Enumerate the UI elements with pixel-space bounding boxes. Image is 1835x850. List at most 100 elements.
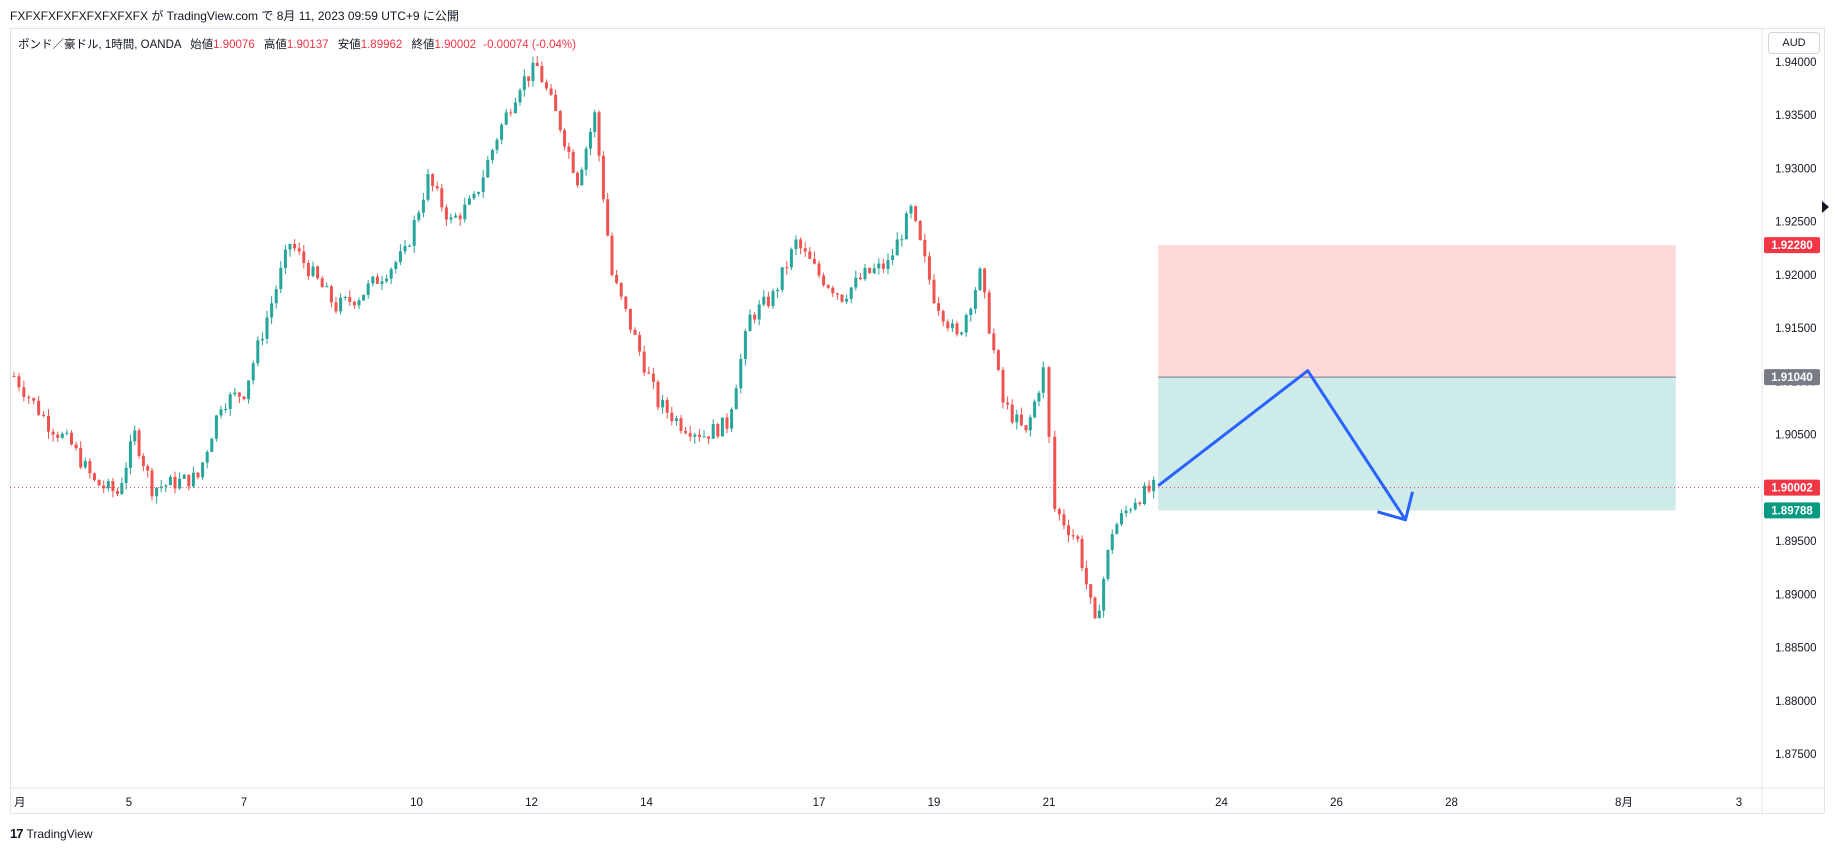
- candle-body: [1102, 578, 1106, 611]
- candle-body: [481, 177, 485, 192]
- y-tick-label: 1.92500: [1775, 217, 1817, 229]
- candle-body: [900, 239, 904, 241]
- candle-body: [51, 431, 55, 435]
- candle-body: [352, 301, 356, 306]
- candle-body: [1106, 550, 1110, 579]
- stop-loss-zone: [1158, 245, 1676, 378]
- candle-body: [1115, 524, 1119, 535]
- candle-body: [334, 302, 338, 312]
- x-tick-label: 3: [1736, 797, 1742, 809]
- candle-body: [904, 213, 908, 240]
- candle-body: [563, 130, 567, 147]
- candle-body: [877, 263, 881, 269]
- candle-body: [421, 199, 425, 213]
- candle-body: [65, 432, 69, 434]
- candle-body: [187, 474, 191, 487]
- candle-body: [730, 409, 734, 429]
- candle-body: [111, 481, 115, 492]
- candle-body: [946, 321, 950, 329]
- candle-body: [633, 329, 637, 335]
- candle-body: [366, 283, 370, 295]
- candle-body: [983, 268, 987, 293]
- last-price-tag: 1.90002: [1771, 483, 1813, 495]
- candle-body: [789, 249, 793, 268]
- candle-body: [762, 296, 766, 305]
- x-tick-label: 24: [1215, 797, 1228, 809]
- candle-body: [638, 334, 642, 352]
- candle-body: [651, 373, 655, 382]
- candle-body: [674, 418, 678, 422]
- candle-body: [665, 400, 669, 413]
- x-tick-label: 17: [813, 797, 826, 809]
- tradingview-logo-icon: 17: [10, 826, 24, 841]
- candle-body: [173, 476, 177, 489]
- candle-body: [571, 151, 575, 173]
- currency-button[interactable]: AUD: [1768, 32, 1820, 54]
- candle-body: [389, 269, 393, 279]
- candle-body: [88, 461, 92, 474]
- candle-body: [647, 372, 651, 374]
- candle-body: [1019, 414, 1023, 426]
- candle-body: [518, 90, 522, 103]
- candle-body: [283, 249, 287, 268]
- candle-body: [720, 417, 724, 437]
- candle-body: [950, 323, 954, 329]
- candle-body: [845, 298, 849, 302]
- candle-body: [385, 278, 389, 282]
- y-tick-label: 1.92000: [1775, 270, 1817, 282]
- candle-body: [325, 286, 329, 288]
- x-tick-label: 月: [14, 797, 26, 809]
- candle-body: [79, 448, 83, 468]
- candle-body: [256, 340, 260, 364]
- candle-body: [164, 485, 168, 487]
- chart-frame: [10, 28, 1825, 814]
- candle-body: [219, 409, 223, 416]
- candle-body: [42, 414, 46, 417]
- candle-body: [918, 220, 922, 240]
- candle-body: [927, 256, 931, 280]
- candle-body: [60, 433, 64, 438]
- candle-body: [274, 289, 278, 304]
- x-tick-label: 7: [241, 797, 247, 809]
- x-tick-label: 10: [410, 797, 423, 809]
- candle-body: [500, 124, 504, 140]
- candle-body: [141, 456, 145, 467]
- legend-symbol: ポンド／豪ドル, 1時間, OANDA: [18, 39, 181, 51]
- candle-body: [656, 381, 660, 408]
- x-tick-label: 14: [640, 797, 653, 809]
- candle-body: [1067, 525, 1071, 536]
- legend-close: 1.90002: [434, 39, 477, 51]
- entry-price-tag-bg: [1764, 369, 1820, 386]
- footer-brand[interactable]: 17 TradingView: [10, 826, 93, 841]
- candle-body: [606, 199, 610, 236]
- candle-body: [992, 333, 996, 351]
- candle-body: [102, 485, 106, 489]
- candle-body: [576, 172, 579, 186]
- candle-body: [116, 491, 119, 495]
- candle-body: [1024, 425, 1028, 431]
- candle-body: [826, 285, 830, 288]
- candle-body: [1033, 401, 1037, 418]
- projection-arrow: [1157, 369, 1407, 521]
- candle-body: [817, 263, 821, 276]
- candle-body: [987, 292, 991, 334]
- candle-body: [794, 239, 798, 250]
- candle-body: [840, 294, 844, 302]
- candle-body: [1129, 509, 1133, 511]
- candle-body: [593, 112, 597, 132]
- candle-body: [584, 148, 588, 170]
- candle-body: [191, 472, 195, 487]
- scroll-marker-icon: [1822, 201, 1829, 213]
- candle-body: [707, 436, 711, 439]
- candle-body: [270, 303, 274, 318]
- candle-body: [535, 62, 539, 67]
- candle-body: [1084, 567, 1088, 585]
- candle-body: [909, 206, 913, 214]
- candle-body: [932, 279, 936, 304]
- candle-body: [224, 408, 228, 410]
- candle-body: [1062, 514, 1066, 526]
- candle-body: [348, 296, 352, 302]
- candle-body: [120, 483, 124, 495]
- candle-body: [339, 297, 343, 312]
